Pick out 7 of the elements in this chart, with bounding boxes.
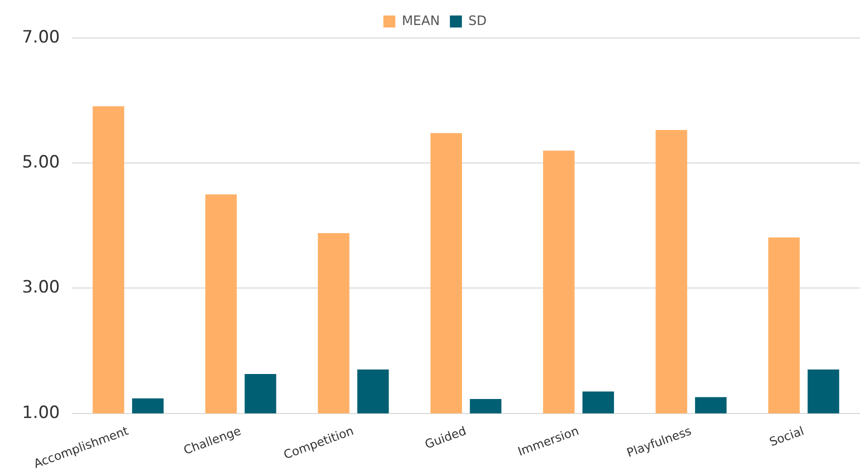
y-tick-label: 7.00: [22, 27, 60, 48]
legend-label: SD: [468, 14, 487, 29]
y-tick-label: 5.00: [22, 152, 60, 173]
legend-label: MEAN: [402, 14, 440, 29]
x-tick-label: Social: [768, 424, 806, 450]
y-tick-label: 1.00: [22, 402, 60, 423]
y-tick-label: 3.00: [22, 278, 60, 298]
